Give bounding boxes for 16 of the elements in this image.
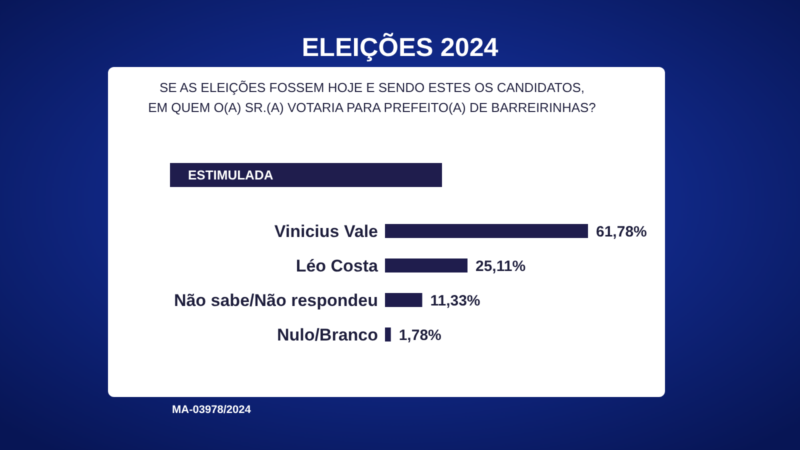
data-label: 25,11% bbox=[476, 258, 526, 275]
y-tick-label: Não sabe/Não respondeu bbox=[174, 290, 378, 310]
y-tick-label: Léo Costa bbox=[296, 256, 379, 276]
data-label: 1,78% bbox=[398, 326, 442, 344]
bar bbox=[385, 224, 588, 238]
text: MA-03978/2024 bbox=[172, 404, 252, 416]
y-tick-label: Vinicius Vale bbox=[274, 222, 378, 241]
y-tick-label: Nulo/Branco bbox=[276, 325, 378, 344]
data-label: 61,78% bbox=[596, 223, 647, 240]
bar bbox=[385, 258, 468, 272]
bar bbox=[385, 293, 422, 307]
data-label: 11,33% bbox=[430, 292, 480, 310]
chart-title: ELEIÇÕES 2024 bbox=[302, 32, 499, 62]
chart-subtitle: SE AS ELEIÇÕES FOSSEM HOJE E SENDO ESTES OS CANDIDATOS, EM QUEM O(A) SR.(A) VOTARIA PARA PREFEITO(A) DE BARREIRINHAS? bbox=[148, 80, 596, 115]
bar bbox=[385, 328, 391, 342]
text: ESTIMULADA bbox=[188, 168, 274, 183]
